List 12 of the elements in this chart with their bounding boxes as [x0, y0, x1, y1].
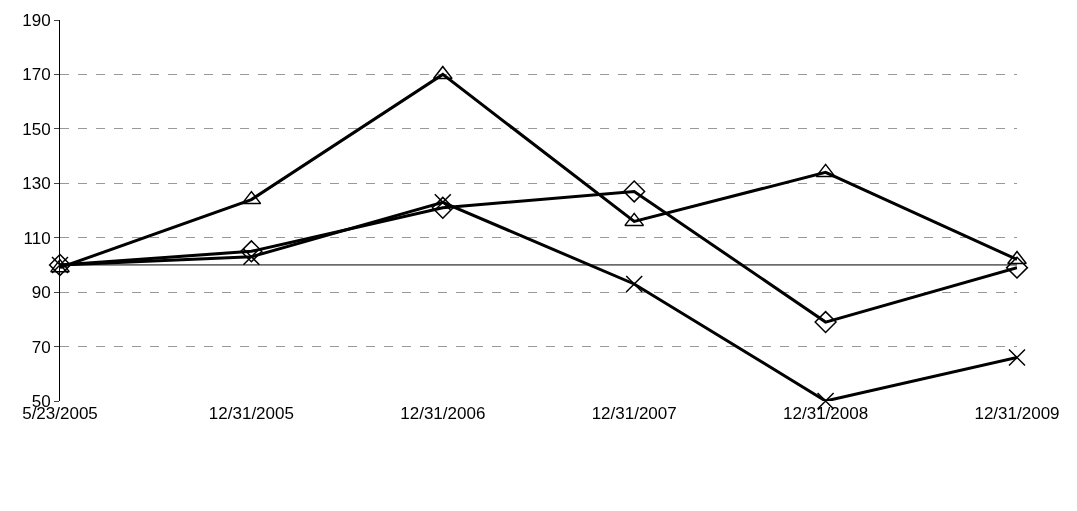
x-tick-label: 12/31/2007: [591, 404, 677, 423]
y-tick-label: 170: [22, 65, 51, 85]
x-tick-label: 12/31/2005: [208, 404, 294, 423]
y-tick-label: 110: [23, 228, 51, 248]
y-tick-label: 70: [31, 337, 51, 357]
y-tick-label: 130: [22, 174, 51, 194]
y-tick-label: 190: [22, 10, 51, 30]
x-tick-label: 12/31/2006: [400, 404, 486, 423]
y-tick-label: 90: [31, 283, 51, 303]
x-tick-label: 12/31/2009: [974, 404, 1060, 423]
y-tick-label: 150: [22, 119, 51, 139]
x-tick-label: 12/31/2008: [783, 404, 869, 423]
